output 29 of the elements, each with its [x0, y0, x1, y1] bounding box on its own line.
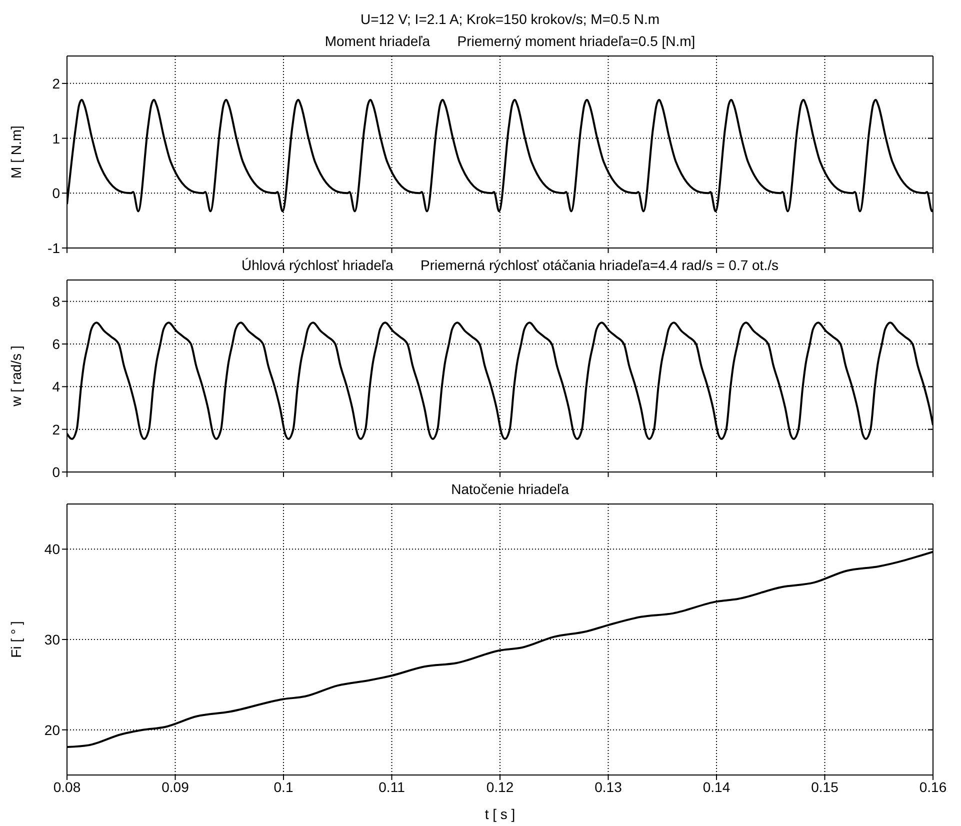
y-tick-label: 0	[52, 464, 60, 480]
y-tick-label: 2	[52, 75, 60, 92]
y-tick-label: 1	[52, 130, 60, 146]
y-tick-label: 4	[52, 378, 60, 395]
y-tick-label: 0	[52, 185, 60, 202]
chart-title: Úhlová rýchlosť hriadeľa Priemerná rýchlosť otáčania hriadeľa=4.4 rad/s = 0.7 ot./s	[240, 256, 780, 275]
y-tick-label: 20	[44, 722, 60, 738]
chart-title: Natočenie hriadeľa	[450, 480, 570, 499]
y-tick-label: 6	[52, 336, 60, 352]
x-tick-label: 0.16	[919, 778, 947, 795]
y-tick-label: 2	[52, 421, 60, 438]
x-tick-label: 0.12	[486, 778, 514, 795]
x-tick-label: 0.13	[594, 778, 622, 795]
y-axis-title: M [ N.m]	[8, 126, 24, 178]
x-tick-label: 0.14	[702, 778, 730, 795]
x-tick-label: 0.1	[274, 778, 294, 795]
y-axis-title: Fi [ ° ]	[8, 621, 24, 658]
y-tick-label: -1	[48, 240, 60, 256]
y-tick-label: 40	[44, 541, 60, 558]
x-axis-title: t [ s ]	[484, 806, 516, 822]
chart-subtitle: Moment hriadeľa Priemerný moment hriadeľa=0.5 [N.m]	[324, 32, 696, 51]
y-axis-title: w [ rad/s ]	[8, 346, 24, 408]
x-tick-label: 0.09	[162, 778, 190, 795]
x-tick-label: 0.15	[811, 778, 839, 795]
chart-title: U=12 V; I=2.1 A; Krok=150 krokov/s; M=0.5 N.m	[359, 10, 661, 29]
x-tick-label: 0.08	[53, 778, 81, 795]
y-tick-label: 30	[44, 631, 60, 648]
y-tick-label: 8	[52, 293, 60, 310]
x-tick-label: 0.11	[378, 778, 406, 795]
